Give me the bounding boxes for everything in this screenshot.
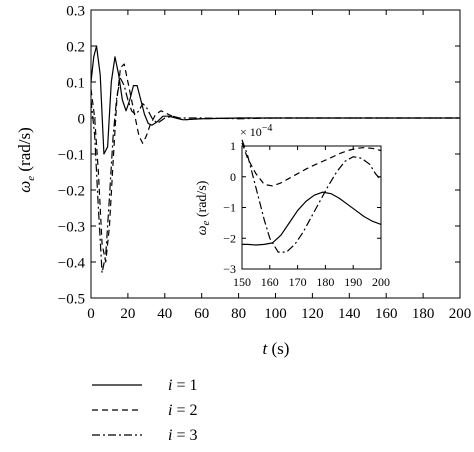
legend-label-2: i = 2 <box>168 402 197 419</box>
main-y-tick-label: −0.1 <box>58 147 85 163</box>
legend-label-var: i <box>168 377 172 394</box>
inset-x-tick-label: 160 <box>261 275 279 289</box>
inset-y-unit: (rad/s) <box>195 180 210 220</box>
inset-x-tick-label: 200 <box>372 275 390 289</box>
inset-series <box>241 139 382 253</box>
legend-label-1: i = 1 <box>168 377 197 394</box>
main-ticks: 0 20 40 60 80 100 120 140 160 180 2000.30.20.10−0.… <box>58 3 471 322</box>
legend: i = 1i = 2i = 3 <box>92 377 197 444</box>
main-y-unit: (rad/s) <box>15 127 34 176</box>
inset-scale-label: × 10−4 <box>240 123 272 139</box>
inset-y-symbol: ω <box>195 225 210 235</box>
main-x-tick-label: 200 <box>449 306 472 322</box>
main-y-tick-label: −0.3 <box>58 219 85 235</box>
inset-scale-base: × 10 <box>240 125 262 139</box>
main-series-line-3 <box>90 77 460 274</box>
main-x-tick-label: 80 <box>231 306 246 322</box>
legend-label-value: = 2 <box>172 402 197 419</box>
main-x-tick-label: 20 <box>120 306 135 322</box>
main-y-tick-label: 0.3 <box>66 3 85 19</box>
legend-label-var: i <box>168 427 172 444</box>
main-y-tick-label: 0.1 <box>66 75 85 91</box>
main-series <box>90 45 460 274</box>
inset-y-axis-label: ωe (rad/s) <box>195 180 212 235</box>
main-x-tick-label: 140 <box>338 306 361 322</box>
main-series-line-1 <box>90 45 460 155</box>
inset-ticks: 150 160 170 180 190 200 1 0 −1 −2 −3 <box>223 139 390 289</box>
main-x-axis-label: t (s) <box>263 339 290 358</box>
inset-y-subscript: e <box>200 221 212 226</box>
main-x-unit: (s) <box>267 339 289 358</box>
inset-x-tick-label: 150 <box>233 275 251 289</box>
main-x-tick-label: 160 <box>375 306 398 322</box>
main-x-tick-label: 100 <box>264 306 287 322</box>
inset-series-line-2 <box>241 142 382 187</box>
main-x-tick-label: 120 <box>301 306 324 322</box>
main-x-tick-label: 60 <box>194 306 209 322</box>
inset-y-tick-label: 1 <box>230 139 236 153</box>
main-x-symbol: t <box>263 339 269 358</box>
inset-series-line-3 <box>241 139 382 253</box>
legend-label-value: = 3 <box>172 427 197 444</box>
main-y-tick-label: 0 <box>78 111 86 127</box>
inset-y-tick-label: −1 <box>223 201 236 215</box>
main-y-symbol: ω <box>15 181 34 193</box>
main-y-tick-label: −0.5 <box>58 291 85 307</box>
inset-scale-exponent: −4 <box>262 123 273 134</box>
main-x-tick-label: 0 <box>87 306 95 322</box>
main-x-tick-label: 40 <box>157 306 172 322</box>
main-y-axis-label: ωe (rad/s) <box>15 127 37 193</box>
main-y-tick-label: 0.2 <box>66 39 85 55</box>
main-y-tick-label: −0.2 <box>58 183 85 199</box>
inset-y-tick-label: −3 <box>223 262 236 276</box>
main-y-subscript: e <box>25 176 37 181</box>
legend-label-var: i <box>168 402 172 419</box>
inset-series-line-1 <box>242 191 382 246</box>
main-series-line-2 <box>90 63 460 263</box>
main-x-tick-label: 180 <box>412 306 435 322</box>
inset-x-tick-label: 180 <box>316 275 334 289</box>
inset-x-tick-label: 190 <box>344 275 362 289</box>
inset-y-tick-label: 0 <box>230 170 236 184</box>
inset-x-tick-label: 170 <box>289 275 307 289</box>
legend-label-3: i = 3 <box>168 427 197 444</box>
main-y-tick-label: −0.4 <box>58 255 86 271</box>
inset-y-tick-label: −2 <box>223 231 236 245</box>
inset-plot-frame <box>241 145 382 270</box>
legend-label-value: = 1 <box>172 377 197 394</box>
